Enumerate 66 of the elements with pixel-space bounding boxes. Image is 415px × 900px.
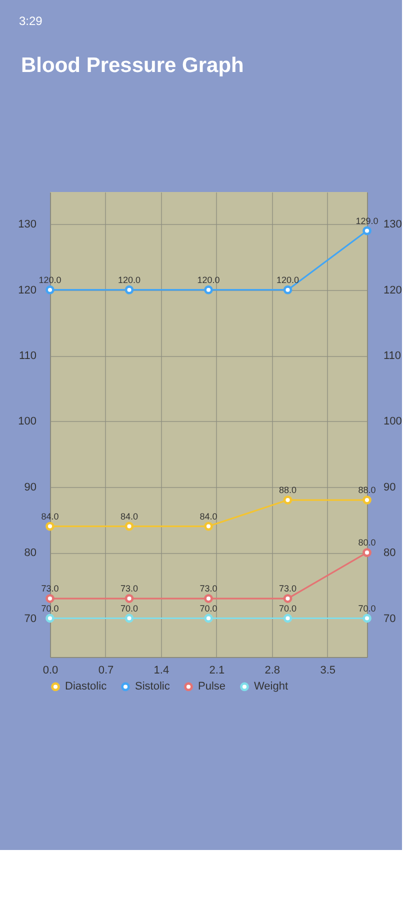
data-label: 73.0 (200, 584, 218, 594)
point (46, 285, 54, 294)
x-tick-label: 0.7 (98, 664, 114, 676)
point (204, 522, 213, 531)
data-label: 129.0 (356, 216, 378, 226)
y2-tick-label: 80 (384, 547, 396, 560)
y2-tick-label: 70 (384, 612, 396, 625)
x-tick-label: 0.0 (42, 664, 58, 676)
data-label: 120.0 (118, 274, 141, 285)
point (46, 594, 54, 603)
legend-label: Weight (254, 680, 288, 693)
data-label: 70.0 (120, 603, 138, 614)
x-tick-label: 3.5 (320, 664, 336, 676)
data-label: 84.0 (200, 511, 218, 522)
y-tick-label: 100 (18, 416, 36, 428)
data-label: 70.0 (358, 603, 376, 614)
y-tick-label: 80 (24, 547, 36, 560)
data-label: 70.0 (41, 603, 59, 614)
data-label: 88.0 (278, 485, 297, 496)
y-tick-label: 110 (18, 350, 36, 362)
point (283, 594, 292, 603)
legend-label: Sistolic (135, 680, 170, 693)
y2-tick-label: 130 (384, 218, 402, 231)
data-label: 120.0 (38, 274, 62, 285)
y2-tick-label: 100 (384, 416, 402, 428)
y-tick-label: 120 (18, 284, 36, 296)
point (46, 522, 54, 531)
point (46, 614, 54, 623)
point (124, 285, 134, 294)
point (124, 594, 134, 603)
y-tick-label: 90 (24, 481, 36, 494)
point (204, 614, 213, 623)
point (283, 285, 292, 294)
x-tick-label: 2.8 (264, 664, 280, 676)
text: 3:29 (19, 14, 43, 28)
data-label: 70.0 (278, 603, 297, 614)
y2-tick-label: 90 (384, 481, 396, 494)
data-label: 73.0 (41, 584, 59, 594)
data-label: 84.0 (41, 511, 59, 522)
x-tick-label: 2.1 (209, 664, 225, 676)
point (362, 548, 372, 558)
chart-title: Blood Pressure Graph (21, 54, 244, 77)
data-label: 80.0 (358, 538, 376, 548)
data-label: 73.0 (120, 584, 138, 594)
y-tick-label: 70 (24, 612, 36, 625)
data-label: 120.0 (276, 274, 300, 285)
x-tick-label: 1.4 (154, 664, 170, 676)
point (124, 614, 134, 623)
data-label: 73.0 (278, 584, 297, 594)
data-label: 70.0 (200, 603, 218, 614)
point (362, 614, 372, 623)
point (362, 226, 372, 236)
data-label: 84.0 (120, 511, 138, 522)
data-label: 88.0 (358, 485, 376, 496)
point (283, 614, 292, 623)
y2-tick-label: 120 (384, 284, 402, 296)
legend-label: Pulse (198, 680, 226, 693)
point (204, 594, 213, 603)
y2-tick-label: 110 (384, 350, 402, 362)
point (204, 285, 213, 294)
y-tick-label: 130 (18, 218, 36, 231)
data-label: 120.0 (197, 274, 220, 285)
point (124, 522, 134, 531)
point (283, 496, 292, 504)
point (362, 496, 372, 504)
legend-label: Diastolic (65, 680, 108, 693)
